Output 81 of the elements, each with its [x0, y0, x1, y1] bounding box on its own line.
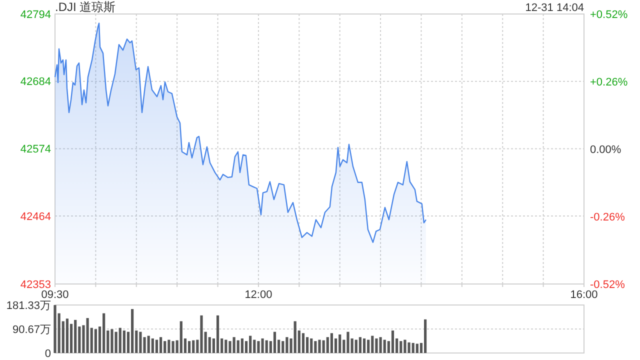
bar	[54, 305, 56, 353]
bar	[318, 340, 321, 353]
bar	[168, 340, 170, 353]
y2-tick-label: +0.52%	[590, 8, 628, 21]
y2-tick-label: -0.26%	[590, 211, 626, 224]
bar	[306, 337, 309, 353]
bar	[391, 330, 394, 353]
bar	[322, 340, 325, 353]
bar	[118, 328, 122, 353]
bar	[122, 330, 126, 353]
bar	[273, 332, 276, 353]
y-tick-label: 42574	[20, 144, 51, 156]
bar	[102, 313, 106, 353]
bar	[383, 340, 386, 353]
bar	[424, 319, 427, 353]
x-tick-label: 12:00	[244, 289, 272, 301]
bar	[172, 341, 174, 353]
y2-tick-label: 0.00%	[590, 144, 622, 156]
bar	[330, 333, 334, 353]
bar	[354, 340, 358, 353]
x-tick-label: 09:30	[41, 289, 69, 301]
y2-tick-label: +0.26%	[590, 76, 628, 88]
bar	[282, 341, 284, 353]
bar	[86, 318, 89, 353]
y-tick-label: 42464	[20, 210, 51, 223]
bar	[236, 340, 240, 353]
bar	[358, 337, 362, 353]
bar	[257, 341, 260, 353]
bar	[265, 340, 268, 353]
y-tick-label: 42794	[20, 8, 51, 21]
bar	[286, 337, 288, 353]
bar	[408, 342, 410, 353]
bar	[253, 340, 256, 353]
x-tick-label: 16:00	[570, 289, 598, 301]
bar	[160, 337, 162, 353]
y-tick-label: 42684	[20, 76, 51, 88]
bar	[371, 336, 374, 353]
bar	[228, 341, 232, 353]
bar	[367, 340, 370, 353]
bar	[338, 334, 342, 353]
annotation: 12-31 14:04	[525, 2, 584, 14]
bar	[180, 321, 182, 353]
bar	[261, 338, 264, 353]
y-tick-label: 0	[44, 348, 51, 360]
bar	[294, 321, 296, 353]
bar	[224, 340, 228, 353]
bar	[188, 341, 191, 353]
bar	[216, 315, 220, 353]
bar	[326, 337, 329, 353]
bar	[155, 340, 158, 353]
bar	[94, 329, 97, 353]
y-tick-label: 42353	[20, 278, 51, 291]
bar	[232, 337, 236, 353]
y2-tick-label: -0.52%	[590, 278, 626, 291]
bar	[131, 309, 134, 353]
bar	[400, 341, 402, 353]
bar	[412, 342, 414, 353]
bar	[416, 344, 418, 353]
bar	[404, 340, 406, 353]
bar	[379, 337, 382, 353]
bar	[164, 341, 166, 353]
bar	[192, 340, 195, 353]
bar	[74, 320, 77, 353]
bar	[375, 338, 378, 353]
y-tick-label: 90.67万	[12, 324, 51, 336]
bar	[314, 341, 317, 353]
bar	[249, 336, 252, 353]
bar	[310, 338, 313, 353]
bar	[240, 338, 244, 353]
bar	[200, 315, 203, 353]
bar	[346, 332, 350, 353]
bar	[362, 338, 366, 353]
bar	[139, 332, 142, 353]
y-tick-label: 181.33万	[6, 300, 51, 312]
bar	[110, 329, 114, 353]
chart-title: .DJI 道琼斯	[55, 0, 116, 14]
bar	[114, 332, 118, 353]
bar	[151, 338, 154, 353]
bar	[147, 336, 150, 353]
bar	[66, 318, 69, 353]
bar	[302, 333, 305, 353]
